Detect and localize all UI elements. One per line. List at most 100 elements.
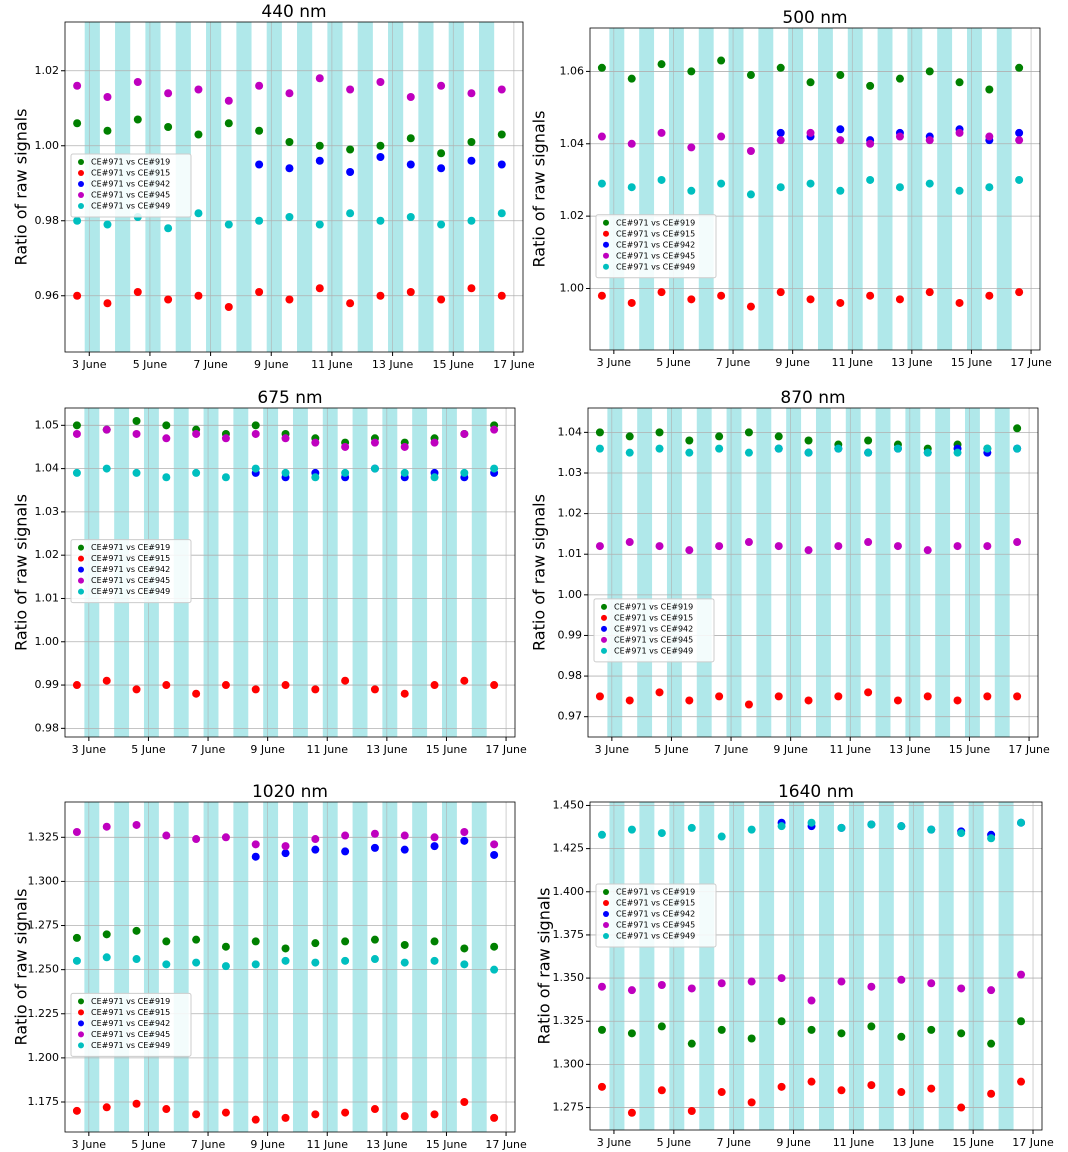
night-band — [908, 802, 924, 1130]
data-point — [497, 291, 506, 300]
data-point — [103, 126, 112, 135]
legend-marker — [78, 203, 84, 209]
data-point — [224, 303, 233, 311]
data-point — [103, 299, 112, 308]
night-band — [994, 408, 1010, 737]
legend-marker — [78, 192, 84, 198]
y-tick-label: 1.02 — [560, 209, 585, 222]
data-point — [685, 436, 694, 445]
data-point — [315, 156, 324, 165]
legend-marker — [78, 1042, 84, 1049]
night-band — [412, 802, 428, 1132]
x-tick-label: 9 June — [773, 743, 808, 756]
data-point — [1015, 128, 1024, 137]
plot-frame — [64, 801, 516, 1133]
plot-area — [590, 802, 1042, 1130]
data-point — [341, 1108, 350, 1117]
data-point — [132, 926, 141, 935]
data-point — [1017, 1017, 1026, 1026]
data-point — [804, 436, 813, 445]
legend-box — [595, 883, 717, 948]
night-band — [388, 22, 404, 352]
data-point — [406, 160, 415, 169]
panel: 1.275 1.300 1.325 1.350 1.375 1.400 1.425 1.450… — [535, 782, 1054, 1149]
data-point — [346, 85, 355, 94]
data-point — [836, 186, 845, 195]
data-point — [164, 123, 173, 131]
data-point — [957, 984, 966, 993]
data-point — [625, 696, 634, 705]
data-point — [224, 119, 233, 128]
legend-label: CE#971 vs CE#942 — [614, 624, 693, 633]
data-point — [376, 153, 385, 161]
night-band — [382, 802, 398, 1132]
night-band — [173, 802, 189, 1132]
y-tick-label: 1.375 — [553, 928, 585, 941]
night-band — [815, 408, 831, 737]
data-point — [281, 956, 290, 965]
data-point — [281, 468, 290, 477]
data-point — [315, 220, 324, 229]
x-tick-label: 15 June — [426, 743, 468, 756]
y-tick-label: 1.00 — [560, 281, 585, 294]
data-point — [925, 136, 934, 145]
data-point — [625, 448, 634, 457]
x-tick-label: 15 June — [433, 358, 475, 371]
night-band — [788, 28, 804, 350]
data-point — [73, 291, 82, 300]
data-point — [132, 1099, 141, 1108]
data-point — [987, 1089, 996, 1098]
data-point — [255, 126, 264, 135]
data-point — [102, 425, 111, 434]
data-point — [657, 288, 666, 297]
y-tick-label: 1.350 — [553, 971, 585, 984]
data-point — [925, 179, 934, 188]
x-tick-label: 7 June — [191, 1138, 226, 1151]
night-band — [845, 408, 861, 737]
data-point — [370, 1105, 379, 1114]
data-point — [370, 685, 379, 694]
data-point — [983, 542, 992, 551]
data-point — [341, 956, 350, 965]
data-point — [597, 63, 606, 72]
data-point — [376, 141, 385, 150]
data-point — [685, 448, 694, 457]
night-band — [471, 802, 487, 1132]
data-point — [251, 840, 260, 849]
night-band — [322, 408, 338, 737]
data-point — [687, 67, 696, 76]
data-point — [893, 542, 902, 551]
data-point — [834, 542, 843, 551]
night-band — [639, 28, 655, 350]
legend-marker — [603, 922, 609, 928]
legend-box — [70, 992, 192, 1057]
data-point — [437, 81, 446, 90]
data-point — [687, 823, 696, 832]
data-point — [597, 132, 606, 141]
data-point — [467, 156, 476, 165]
data-point — [341, 468, 350, 477]
data-point — [162, 937, 171, 946]
data-point — [746, 71, 755, 80]
data-point — [807, 818, 816, 827]
night-band — [818, 802, 834, 1130]
data-point — [221, 434, 230, 443]
data-point — [192, 935, 201, 944]
x-tick-label: 3 June — [72, 358, 107, 371]
data-point — [285, 138, 294, 146]
data-point — [400, 845, 409, 854]
legend-label: CE#971 vs CE#915 — [616, 899, 695, 908]
data-point — [746, 190, 755, 199]
legend-marker — [78, 544, 84, 551]
x-tick-label: 5 June — [131, 1138, 166, 1151]
data-point — [102, 822, 111, 831]
legend-marker — [78, 588, 84, 595]
data-point — [715, 692, 724, 701]
data-point — [985, 291, 994, 300]
y-tick-label: 1.04 — [558, 425, 583, 438]
data-point — [1015, 63, 1024, 72]
data-point — [895, 295, 904, 304]
x-tick-label: 11 June — [307, 743, 349, 756]
data-point — [72, 828, 81, 836]
data-point — [1013, 424, 1022, 433]
